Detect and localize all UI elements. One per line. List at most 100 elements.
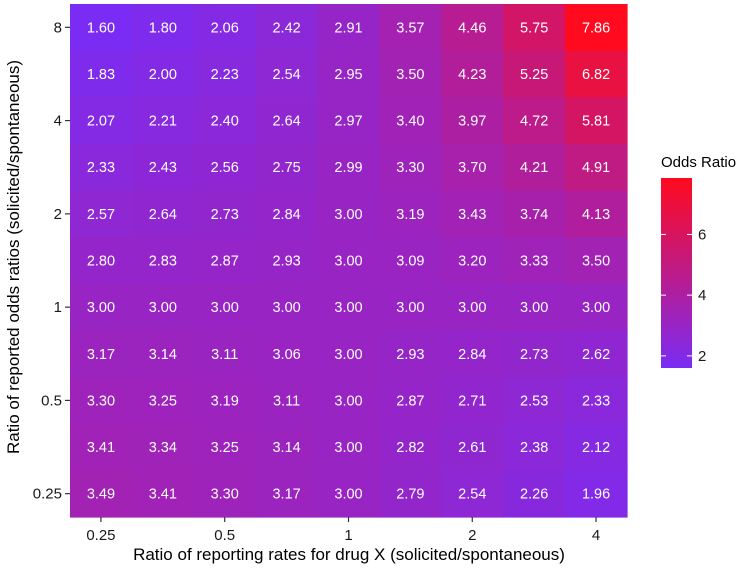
heatmap-cell [503, 470, 566, 518]
heatmap-cell [441, 283, 504, 332]
cell-value-label: 2.61 [458, 440, 486, 456]
heatmap-cell [441, 377, 504, 425]
heatmap-cell [379, 423, 442, 471]
heatmap-cell [255, 423, 319, 471]
heatmap-cell [255, 50, 319, 98]
heatmap-cell [317, 330, 381, 378]
cell-value-label: 2.12 [582, 440, 610, 456]
cell-value-label: 2.97 [334, 114, 362, 130]
heatmap-cell [255, 237, 319, 285]
heatmap-cell [441, 423, 504, 471]
y-axis: 8 4 2 1 0.5 0.25 [33, 19, 70, 503]
cell-value-label: 4.46 [458, 20, 486, 36]
heatmap-cell [317, 97, 381, 145]
cell-value-label: 2.84 [458, 347, 486, 363]
heatmap-cell [503, 50, 566, 98]
cell-value-label: 2.56 [211, 160, 239, 176]
heatmap-cell [255, 143, 319, 192]
heatmap-cell [193, 97, 257, 145]
legend-title: Odds Ratio [661, 154, 736, 171]
y-tick-label: 8 [54, 19, 62, 36]
heatmap-cell [317, 470, 381, 518]
heatmap-cell [70, 190, 133, 238]
heatmap-cell [317, 283, 381, 332]
cell-value-label: 2.84 [272, 207, 300, 223]
heatmap-cell [193, 50, 257, 98]
cell-value-label: 2.54 [272, 67, 300, 83]
heatmap-cell [193, 330, 257, 378]
heatmap-cell [255, 4, 319, 52]
heatmap-cell [503, 377, 566, 425]
cell-value-label: 3.00 [458, 300, 486, 316]
cell-value-label: 2.06 [211, 20, 239, 36]
cell-value-label: 2.64 [149, 207, 177, 223]
heatmap-cell [131, 377, 195, 425]
legend-tick-label: 2 [698, 348, 706, 365]
cell-value-label: 2.73 [211, 207, 239, 223]
cell-value-label: 7.86 [582, 20, 610, 36]
heatmap-cell [255, 190, 319, 238]
cell-value-label: 3.20 [458, 254, 486, 270]
cell-value-label: 5.25 [520, 67, 548, 83]
cell-value-label: 2.93 [272, 254, 300, 270]
cell-value-label: 2.83 [149, 254, 177, 270]
y-tick-label: 0.5 [41, 392, 62, 409]
heatmap-cell [441, 190, 504, 238]
cell-value-label: 3.00 [272, 300, 300, 316]
cell-value-label: 3.30 [211, 487, 239, 503]
heatmap-cell [379, 4, 442, 52]
heatmap-cell [70, 97, 133, 145]
heatmap-cell [193, 423, 257, 471]
cell-value-label: 2.43 [149, 160, 177, 176]
cell-value-label: 2.21 [149, 114, 177, 130]
cell-value-label: 3.57 [396, 20, 424, 36]
heatmap-cell [441, 4, 504, 52]
cell-value-label: 4.23 [458, 67, 486, 83]
cell-value-label: 1.83 [87, 67, 115, 83]
heatmap-cell [503, 283, 566, 332]
cell-value-label: 3.00 [211, 300, 239, 316]
heatmap-cell [193, 190, 257, 238]
heatmap-cell [131, 4, 195, 52]
heatmap-cell [131, 237, 195, 285]
cell-value-label: 3.34 [149, 440, 177, 456]
cell-value-label: 3.11 [211, 347, 238, 363]
cell-value-label: 2.99 [334, 160, 362, 176]
cell-value-label: 3.11 [273, 393, 300, 409]
cell-value-label: 2.73 [520, 347, 548, 363]
heatmap-cell [70, 4, 133, 52]
x-tick-label: 0.25 [86, 527, 115, 544]
heatmap-cell [193, 283, 257, 332]
cell-value-label: 2.42 [272, 20, 300, 36]
heatmap-cell [379, 50, 442, 98]
heatmap-cell [565, 470, 628, 518]
heatmap-cell [441, 143, 504, 192]
heatmap-cell [441, 470, 504, 518]
heatmap-cell [70, 423, 133, 471]
heatmap-cell [565, 190, 628, 238]
x-axis: 0.25 0.5 1 2 4 [86, 517, 600, 544]
heatmap-cell [317, 237, 381, 285]
heatmap-cell [503, 330, 566, 378]
heatmap-cell [131, 470, 195, 518]
heatmap-cell [317, 4, 381, 52]
heatmap-cell [70, 283, 133, 332]
cell-value-label: 3.00 [334, 207, 362, 223]
cell-value-label: 2.93 [396, 347, 424, 363]
x-tick-label: 0.5 [214, 527, 235, 544]
heatmap-cell [503, 423, 566, 471]
heatmap-cell [131, 190, 195, 238]
heatmap-cell [379, 377, 442, 425]
heatmap-cell [565, 377, 628, 425]
cell-value-label: 6.82 [582, 67, 610, 83]
heatmap-cell [193, 377, 257, 425]
color-legend: Odds Ratio 2 4 6 [661, 154, 736, 368]
cell-value-label: 3.74 [520, 207, 548, 223]
cell-value-label: 3.30 [87, 393, 115, 409]
y-tick-label: 0.25 [33, 486, 62, 503]
heatmap-cell [565, 330, 628, 378]
cell-value-label: 4.21 [520, 160, 548, 176]
cell-value-label: 2.87 [396, 393, 424, 409]
heatmap-cell [255, 377, 319, 425]
